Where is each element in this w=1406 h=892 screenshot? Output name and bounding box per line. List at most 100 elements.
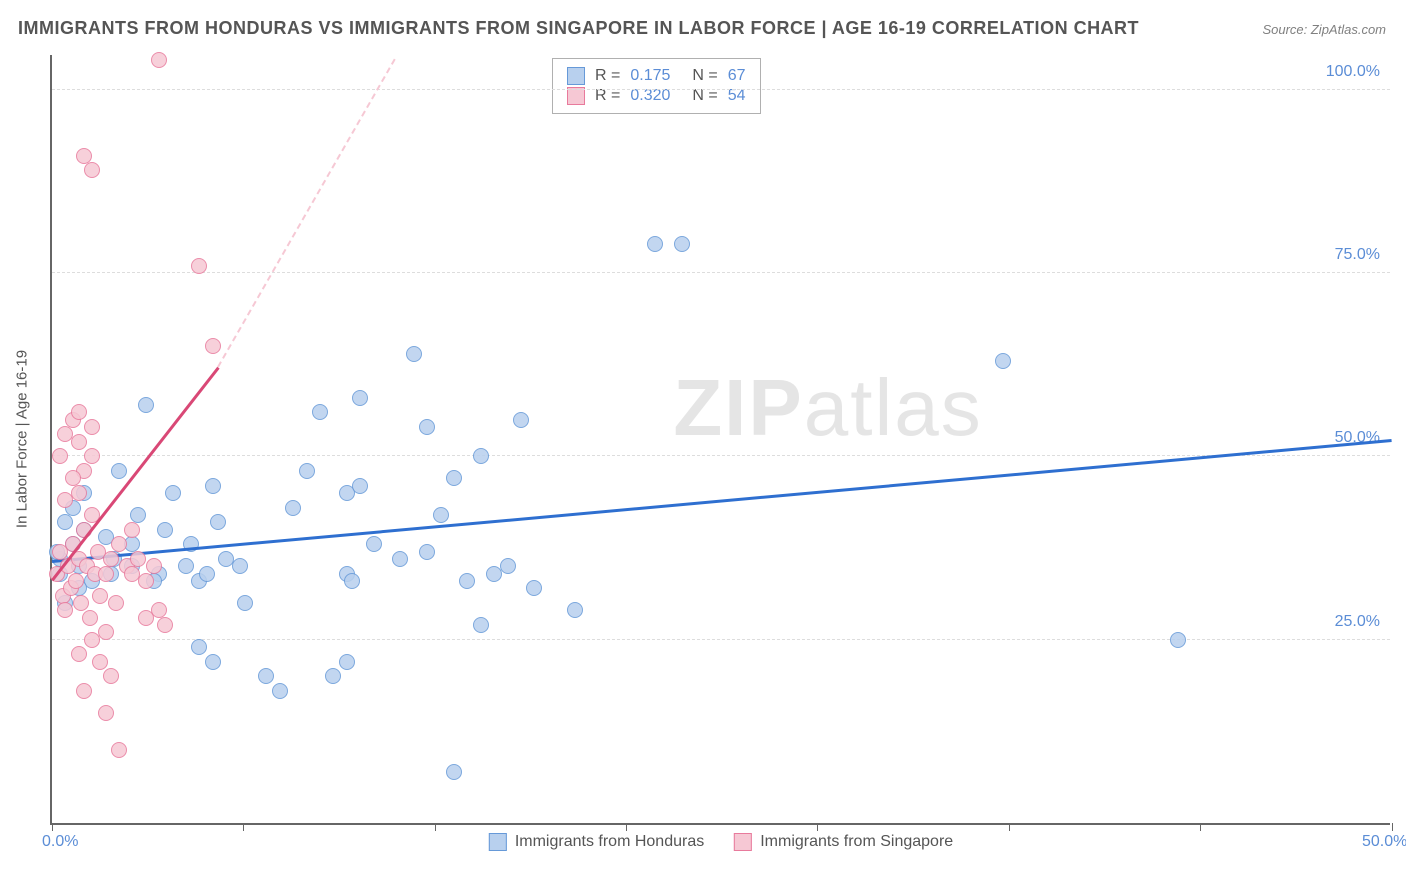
x-tick [243,823,244,831]
scatter-point [84,632,100,648]
swatch-honduras [567,67,585,85]
scatter-point [199,566,215,582]
scatter-point [178,558,194,574]
scatter-point [57,426,73,442]
scatter-point [84,419,100,435]
scatter-point [232,558,248,574]
scatter-point [1170,632,1186,648]
scatter-point [57,514,73,530]
scatter-point [71,646,87,662]
scatter-point [57,602,73,618]
scatter-point [237,595,253,611]
scatter-point [92,654,108,670]
x-tick-label: 0.0% [42,833,78,851]
x-tick [1392,823,1393,831]
scatter-point [205,338,221,354]
scatter-point [73,595,89,611]
scatter-point [995,353,1011,369]
gridline [52,639,1390,640]
stat-r-value-honduras: 0.175 [630,67,670,85]
source-attribution: Source: ZipAtlas.com [1262,22,1386,37]
scatter-point [191,258,207,274]
scatter-point [500,558,516,574]
scatter-point [191,639,207,655]
scatter-point [130,507,146,523]
scatter-point [84,448,100,464]
scatter-point [567,602,583,618]
scatter-point [146,558,162,574]
x-tick [817,823,818,831]
scatter-point [157,617,173,633]
scatter-point [285,500,301,516]
scatter-point [419,419,435,435]
stat-n-label: N = [692,87,717,105]
swatch-singapore [567,87,585,105]
legend-item-singapore: Immigrants from Singapore [734,833,953,851]
scatter-point [210,514,226,530]
scatter-point [258,668,274,684]
scatter-point [111,536,127,552]
stats-row-honduras: R = 0.175 N = 67 [567,67,746,85]
scatter-point [65,470,81,486]
scatter-point [339,654,355,670]
gridline [52,455,1390,456]
y-tick-label: 100.0% [1326,63,1380,81]
x-tick [435,823,436,831]
scatter-point [138,397,154,413]
watermark: ZIPatlas [673,362,982,454]
scatter-point [151,52,167,68]
scatter-point [138,610,154,626]
scatter-point [84,162,100,178]
scatter-point [392,551,408,567]
scatter-point [130,551,146,567]
bottom-legend: Immigrants from Honduras Immigrants from… [489,833,953,851]
plot-area: ZIPatlas In Labor Force | Age 16-19 R = … [50,55,1390,825]
stats-legend-box: R = 0.175 N = 67 R = 0.320 N = 54 [552,58,761,114]
scatter-point [513,412,529,428]
stats-row-singapore: R = 0.320 N = 54 [567,87,746,105]
y-tick-label: 25.0% [1335,613,1380,631]
scatter-point [165,485,181,501]
scatter-point [138,573,154,589]
scatter-point [473,448,489,464]
scatter-point [205,654,221,670]
x-tick [626,823,627,831]
scatter-point [205,478,221,494]
scatter-point [446,470,462,486]
y-tick-label: 75.0% [1335,246,1380,264]
scatter-point [446,764,462,780]
x-tick-label: 50.0% [1362,833,1406,851]
gridline [52,272,1390,273]
scatter-point [124,522,140,538]
trend-line-dashed [217,59,396,368]
gridline [52,89,1390,90]
legend-label-honduras: Immigrants from Honduras [515,833,704,851]
scatter-point [647,236,663,252]
stat-n-label: N = [692,67,717,85]
scatter-point [312,404,328,420]
scatter-point [419,544,435,560]
legend-item-honduras: Immigrants from Honduras [489,833,704,851]
scatter-point [157,522,173,538]
x-tick [1009,823,1010,831]
stat-r-value-singapore: 0.320 [630,87,670,105]
scatter-point [76,683,92,699]
scatter-point [325,668,341,684]
scatter-point [98,566,114,582]
watermark-bold: ZIP [673,363,803,452]
scatter-point [103,551,119,567]
legend-swatch-singapore [734,833,752,851]
scatter-point [299,463,315,479]
x-tick [1200,823,1201,831]
chart-title: IMMIGRANTS FROM HONDURAS VS IMMIGRANTS F… [18,18,1139,39]
scatter-point [52,448,68,464]
scatter-point [272,683,288,699]
legend-swatch-honduras [489,833,507,851]
scatter-point [111,742,127,758]
scatter-point [98,705,114,721]
legend-label-singapore: Immigrants from Singapore [760,833,953,851]
trend-line [52,439,1392,562]
stat-r-label: R = [595,87,620,105]
stat-r-label: R = [595,67,620,85]
scatter-point [459,573,475,589]
